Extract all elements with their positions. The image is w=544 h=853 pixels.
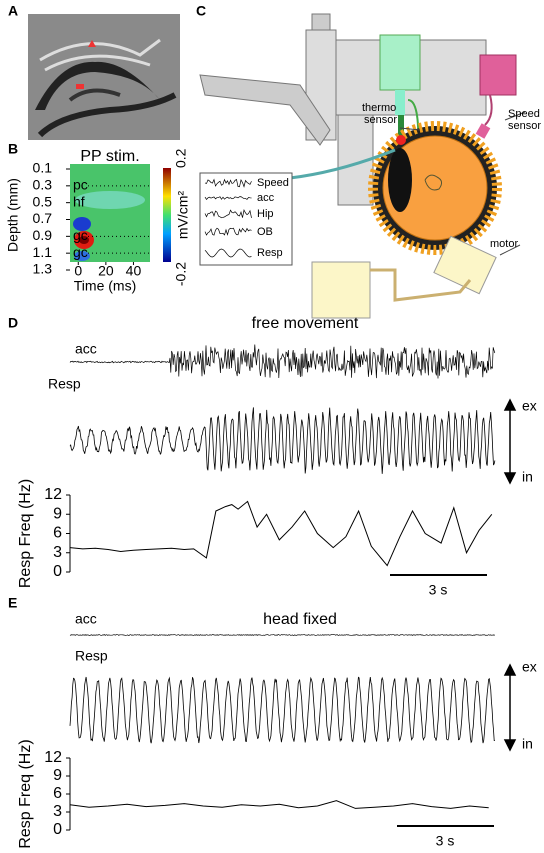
y-tick-label: 0 <box>53 821 62 838</box>
colorbar-label: mV/cm² <box>175 191 191 240</box>
inset-trace <box>204 227 252 236</box>
chart-title: PP stim. <box>80 148 139 165</box>
colorbar-tick-label: 0.2 <box>173 148 189 168</box>
y-axis-label: Resp Freq (Hz) <box>17 739 34 848</box>
ca-layer <box>68 88 121 102</box>
y-tick-label: 9 <box>53 767 62 784</box>
y-tick-label: 0 <box>53 563 62 580</box>
x-tick-label: 20 <box>98 263 114 279</box>
trace-label: Resp <box>48 376 81 392</box>
freq-line <box>69 500 493 567</box>
inset-trace-label: Resp <box>257 247 283 259</box>
x-tick-label: 0 <box>74 263 82 279</box>
label: sensor <box>364 114 397 126</box>
layer-label: gc <box>73 227 88 243</box>
label: motor <box>490 238 518 250</box>
inset-trace-label: Speed <box>257 177 289 189</box>
panel-label: D <box>8 315 18 331</box>
acc-trace <box>69 344 496 379</box>
y-tick-label: 6 <box>53 785 62 802</box>
trace-label: acc <box>75 341 97 357</box>
label: sensor <box>508 120 541 132</box>
annotation: ex <box>522 398 537 414</box>
heatmap-field <box>74 251 90 261</box>
scale-bar-label: 3 s <box>429 582 448 598</box>
layer-label: pc <box>73 177 88 193</box>
resp-trace <box>69 407 496 474</box>
y-axis-label: Resp Freq (Hz) <box>17 479 34 588</box>
inset-trace-label: acc <box>257 192 275 204</box>
chart-title: free movement <box>252 315 359 332</box>
layer-label: gc <box>73 244 88 260</box>
inset-trace-label: OB <box>257 226 273 238</box>
annotation: in <box>522 469 533 485</box>
y-tick-label: 12 <box>44 749 62 766</box>
panel-label: A <box>8 3 18 19</box>
acc-trace <box>69 634 495 636</box>
inset-trace <box>204 209 252 219</box>
scale-bar-label: 3 s <box>436 833 455 849</box>
inset-trace <box>204 248 252 258</box>
y-tick-label: 9 <box>53 505 62 522</box>
resp-trace <box>69 676 495 744</box>
setup-drawing <box>199 13 526 319</box>
y-axis-label: Depth (mm) <box>5 178 21 252</box>
ex-in-arrow <box>503 398 517 752</box>
y-tick-label: 0.5 <box>33 193 53 209</box>
x-tick-label: 40 <box>126 263 142 279</box>
label: thermo <box>362 102 396 114</box>
colorbar-tick-label: -0.2 <box>173 262 189 286</box>
marker <box>88 40 96 47</box>
inset-trace <box>204 178 252 188</box>
freq-line <box>69 800 489 809</box>
heatmap-field <box>73 217 91 231</box>
annotation: in <box>522 736 533 752</box>
panel-label: E <box>8 595 17 611</box>
y-tick-label: 0.9 <box>33 227 53 243</box>
y-tick-label: 3 <box>53 544 62 561</box>
chart-title: head fixed <box>263 611 337 628</box>
marker <box>76 84 84 89</box>
annotation: ex <box>522 659 537 675</box>
trace-label: acc <box>75 611 97 627</box>
y-tick-label: 0.1 <box>33 160 53 176</box>
y-tick-label: 3 <box>53 803 62 820</box>
heatmap-field <box>79 236 89 244</box>
ca-layer <box>37 92 177 138</box>
label: Speed <box>508 108 540 120</box>
y-tick-label: 1.3 <box>33 261 53 277</box>
layer-label: hf <box>73 193 85 209</box>
y-tick-label: 6 <box>53 525 62 542</box>
inset-trace <box>204 196 252 201</box>
panel-label: B <box>8 141 18 157</box>
colorbar <box>163 168 171 262</box>
trace-label: Resp <box>75 648 108 664</box>
x-axis-label: Time (ms) <box>74 278 136 294</box>
y-tick-label: 12 <box>44 486 62 503</box>
inset-trace-label: Hip <box>257 208 274 220</box>
panel-label: C <box>196 3 206 19</box>
y-tick-label: 1.1 <box>33 244 53 260</box>
heatmap-field <box>75 191 145 209</box>
histology-image <box>28 14 180 140</box>
dentate-gyrus <box>35 61 160 110</box>
y-tick-label: 0.7 <box>33 210 53 226</box>
y-tick-label: 0.3 <box>33 177 53 193</box>
histology-layer <box>39 38 161 72</box>
